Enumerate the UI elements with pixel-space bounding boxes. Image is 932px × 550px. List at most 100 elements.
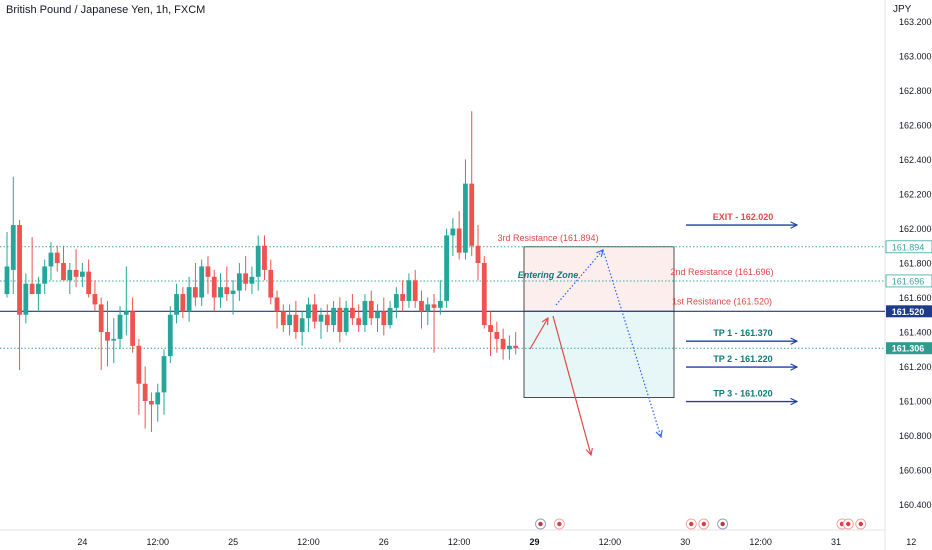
candle-body bbox=[130, 311, 135, 346]
candle-body bbox=[450, 228, 456, 236]
candle-body bbox=[48, 252, 54, 267]
candle-body bbox=[211, 276, 217, 298]
candle-body bbox=[243, 273, 249, 284]
candle bbox=[469, 111, 475, 257]
candle-body bbox=[17, 225, 22, 315]
candle bbox=[211, 269, 217, 312]
price-tag bbox=[885, 240, 932, 254]
y-tick-label: 161.400 bbox=[899, 328, 932, 338]
candle bbox=[123, 266, 129, 336]
candle-body bbox=[23, 283, 29, 315]
drop-arrow bbox=[552, 315, 591, 455]
candle bbox=[48, 242, 54, 281]
candle bbox=[111, 318, 117, 364]
candle-body bbox=[136, 345, 142, 384]
candle bbox=[463, 159, 468, 260]
candle-body bbox=[488, 325, 493, 332]
candle-body bbox=[10, 225, 16, 270]
candle-body bbox=[419, 300, 424, 312]
event-dot-icon bbox=[553, 518, 565, 530]
currency-label: JPY bbox=[893, 4, 912, 15]
candle-body bbox=[500, 338, 506, 350]
candle bbox=[54, 245, 60, 272]
candle-body bbox=[111, 338, 117, 341]
y-tick-label: 161.800 bbox=[899, 259, 932, 269]
price-tag-label: 161.306 bbox=[892, 344, 925, 354]
target-label: EXIT - 162.020 bbox=[713, 212, 774, 222]
candle bbox=[350, 294, 355, 326]
candle bbox=[481, 256, 487, 329]
candle-body bbox=[406, 280, 412, 301]
candle bbox=[425, 297, 431, 326]
candle-body bbox=[105, 332, 110, 341]
candle-body bbox=[98, 304, 104, 332]
candle-body bbox=[469, 183, 475, 246]
candle bbox=[161, 349, 167, 415]
y-tick-label: 161.200 bbox=[899, 362, 932, 372]
candle-body bbox=[236, 273, 242, 291]
resistance-label: 1st Resistance (161.520) bbox=[672, 296, 772, 306]
candle bbox=[67, 263, 73, 295]
candle-body bbox=[437, 300, 443, 308]
y-tick-label: 162.000 bbox=[899, 224, 932, 234]
candle-body bbox=[456, 228, 462, 253]
candle bbox=[488, 311, 493, 357]
candle bbox=[86, 259, 92, 298]
event-center bbox=[846, 521, 851, 527]
candle bbox=[368, 290, 374, 326]
price-tag bbox=[886, 342, 932, 355]
x-tick-label: 30 bbox=[680, 537, 690, 547]
y-tick-label: 161.600 bbox=[899, 293, 932, 303]
candle bbox=[174, 283, 179, 324]
price-tag-label: 161.520 bbox=[892, 307, 925, 317]
candle bbox=[230, 280, 236, 315]
candle bbox=[199, 259, 205, 307]
candle bbox=[167, 306, 173, 364]
candle-body bbox=[205, 266, 211, 277]
candle bbox=[306, 297, 311, 332]
x-tick-label: 12:00 bbox=[599, 537, 622, 547]
candle bbox=[500, 328, 506, 360]
y-tick-label: 163.000 bbox=[899, 52, 932, 62]
y-tick-label: 162.800 bbox=[899, 86, 932, 96]
candle bbox=[61, 245, 66, 281]
candle bbox=[406, 273, 412, 308]
candle bbox=[98, 297, 104, 370]
candle bbox=[331, 300, 336, 332]
candle-body bbox=[218, 287, 223, 298]
event-dot-icon bbox=[685, 518, 697, 530]
x-tick-label: 12:00 bbox=[297, 537, 320, 547]
candle bbox=[412, 269, 418, 308]
candle-body bbox=[387, 307, 393, 326]
candle-body bbox=[312, 304, 318, 322]
candle bbox=[36, 276, 41, 312]
candle-body bbox=[356, 318, 362, 326]
candle-body bbox=[463, 183, 468, 253]
candle bbox=[23, 273, 29, 324]
candle bbox=[513, 332, 519, 355]
candle-body bbox=[368, 300, 374, 319]
candle bbox=[29, 237, 35, 295]
candle bbox=[507, 335, 512, 360]
y-tick-label: 163.200 bbox=[899, 17, 932, 27]
candle-body bbox=[54, 252, 60, 263]
candle bbox=[130, 297, 135, 353]
resistance-zone bbox=[523, 246, 675, 312]
price-tag bbox=[885, 274, 932, 288]
x-tick-label: 12:00 bbox=[146, 537, 169, 547]
candle-body bbox=[293, 314, 299, 332]
candle-body bbox=[29, 283, 35, 295]
candle bbox=[136, 338, 142, 415]
y-tick-label: 162.200 bbox=[899, 190, 932, 200]
candle bbox=[218, 273, 223, 308]
candle-body bbox=[425, 304, 431, 312]
candle-body bbox=[73, 269, 79, 277]
candle bbox=[205, 256, 211, 295]
candle bbox=[293, 300, 299, 339]
event-flag-icon bbox=[535, 518, 547, 530]
candle-body bbox=[431, 304, 437, 308]
event-dot-icon bbox=[855, 518, 867, 530]
candle bbox=[393, 287, 399, 319]
y-tick-label: 162.600 bbox=[899, 121, 932, 131]
